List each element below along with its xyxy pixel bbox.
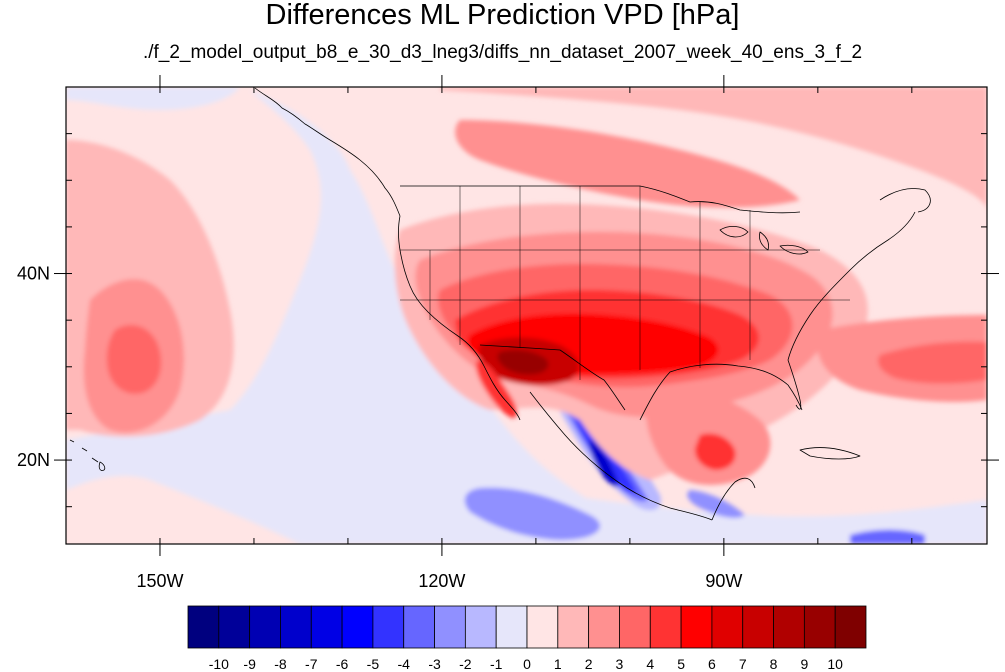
map-axis-labels: 150W 120W 90W 40N 20N [17, 264, 742, 591]
colorbar-tick-label: -3 [428, 656, 441, 672]
field-neg-north-pacific [66, 87, 240, 110]
colorbar-tick-label: 0 [523, 656, 531, 672]
field-neg-pacific-mexico-b7 [589, 440, 618, 487]
map-axis-ticks [54, 75, 999, 556]
border-us-mexico [479, 344, 626, 411]
colorbar-tick-label: -9 [243, 656, 256, 672]
colorbar-tick-label: -4 [398, 656, 411, 672]
colorbar-tick-label: 9 [800, 656, 808, 672]
plot-subtitle: ./f_2_model_output_b8_e_30_d3_lneg3/diff… [142, 42, 863, 63]
colorbar-swatch [742, 605, 774, 649]
field-pos-canada [455, 120, 800, 208]
colorbar-tick-label: -7 [305, 656, 318, 672]
field-neg-caribbean [687, 490, 745, 518]
colorbar-swatch [773, 605, 805, 649]
colorbar-swatch [834, 605, 867, 649]
colorbar-swatch [403, 605, 435, 649]
colorbar-tick-label: 4 [646, 656, 654, 672]
coastline-yucatan [711, 477, 756, 521]
colorbar-tick-label: 8 [770, 656, 778, 672]
colorbar-swatch [649, 605, 682, 649]
field-neg-pacific-coast [66, 90, 660, 544]
contour-field [66, 87, 987, 544]
coastline-alaska-panhandle [254, 87, 401, 217]
colorbar-tick-label: -8 [274, 656, 287, 672]
colorbar-swatch [372, 605, 405, 649]
y-tick-label: 20N [17, 450, 50, 470]
colorbar-swatch [495, 605, 528, 649]
map-frame [65, 86, 988, 545]
field-pos-north [440, 87, 987, 210]
coastline-mexico-pacific [529, 391, 713, 521]
field-neg-southeast-corner [850, 529, 925, 544]
coastline-us-west [398, 215, 521, 421]
colorbar-tick-label: 6 [708, 656, 716, 672]
colorbar-tick-label: -6 [336, 656, 349, 672]
border-us-canada [400, 185, 801, 214]
colorbar-swatch [341, 605, 374, 649]
colorbar-swatch [588, 605, 620, 649]
field-pos-pacific-high-3 [106, 325, 162, 394]
colorbar-swatch [218, 605, 251, 649]
coastlines-and-borders [69, 87, 931, 521]
colorbar-swatch [557, 605, 590, 649]
colorbar-swatch [711, 605, 744, 649]
x-tick-label: 120W [418, 571, 465, 591]
colorbar-tick-label: 2 [585, 656, 593, 672]
field-pos-southwest-b9 [497, 350, 549, 375]
y-tick-label: 40N [17, 264, 50, 284]
colorbar-tick-label: -5 [367, 656, 380, 672]
coastline-florida [787, 359, 802, 410]
coastline-canada-east [879, 188, 931, 213]
coastline-gulf [639, 363, 803, 421]
colorbar-swatch [187, 605, 220, 649]
colorbar-tick-label: -1 [490, 656, 503, 672]
coastline-us-east [787, 211, 916, 361]
island-cuba [799, 447, 861, 460]
colorbar-swatch [249, 605, 281, 649]
colorbar-swatch [619, 605, 651, 649]
colorbar-tick-label: -10 [209, 656, 229, 672]
colorbar-tick-label: -2 [459, 656, 472, 672]
state-lines [400, 186, 850, 380]
colorbar-tick-label: 7 [739, 656, 747, 672]
colorbar-swatch [526, 605, 559, 649]
colorbar-tick-label: 3 [616, 656, 624, 672]
colorbar-swatch [280, 605, 312, 649]
colorbar-swatch [464, 605, 497, 649]
colorbar-tick-label: 5 [677, 656, 685, 672]
great-lakes [719, 226, 809, 255]
colorbar-swatch [680, 605, 713, 649]
field-pos-atlantic-b4 [878, 341, 987, 384]
field-pos-mexico-gulf-b5 [694, 433, 736, 470]
colorbar-tick-label: 1 [554, 656, 562, 672]
colorbar-swatch [434, 605, 466, 649]
colorbar-swatch [310, 605, 343, 649]
plot-title: Differences ML Prediction VPD [hPa] [265, 0, 740, 31]
x-tick-label: 150W [136, 571, 183, 591]
colorbar-tick-label: 10 [827, 656, 843, 672]
colorbar-labels: -10 -9 -8 -7 -6 -5 -4 -3 -2 -1 0 1 2 3 4 5 6 7 8 9 10 [209, 656, 843, 672]
colorbar [187, 605, 867, 649]
field-neg-mexico-b2 [464, 487, 600, 540]
hawaii-islands [69, 439, 106, 471]
colorbar-swatch [803, 605, 836, 649]
x-tick-label: 90W [705, 571, 742, 591]
